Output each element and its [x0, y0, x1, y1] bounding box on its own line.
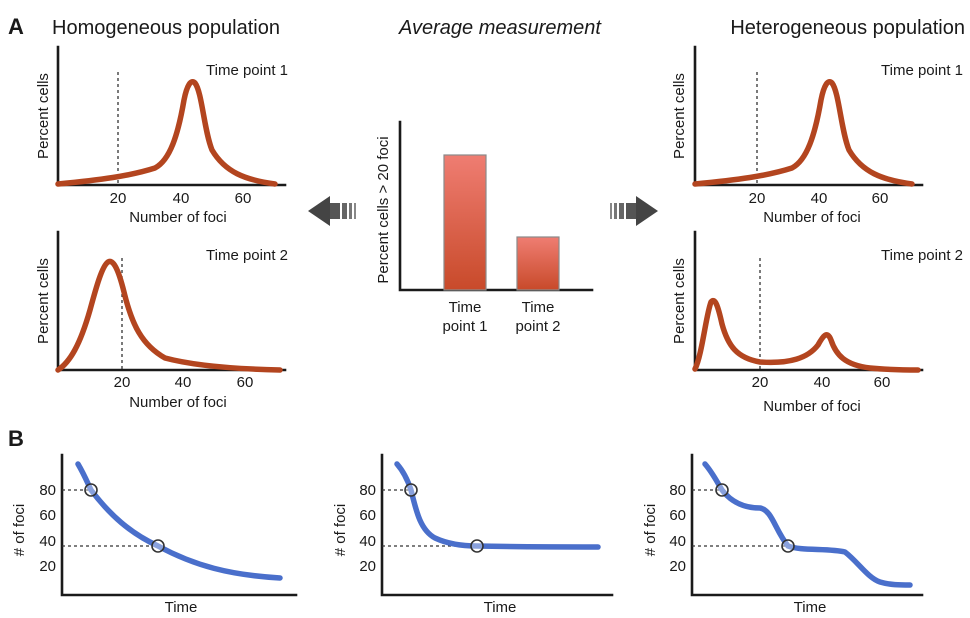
right-arrow-icon: [610, 196, 658, 226]
y-axis-label: Percent cells: [35, 258, 52, 344]
y-tick: 80: [359, 482, 376, 499]
y-axis-label: Percent cells: [671, 258, 688, 344]
y-tick: 40: [39, 533, 56, 550]
x-axis-label: Number of foci: [129, 209, 227, 226]
y-tick: 60: [669, 507, 686, 524]
dist-plot-het-tp1: Time point 1 Percent cells 20 40 60 Numb…: [671, 45, 963, 226]
foci-curve: [75, 461, 283, 581]
time-plot-1: 80 60 40 20 # of foci Time: [11, 453, 298, 616]
x-tick: 40: [175, 374, 192, 391]
y-axis-label: Percent cells: [35, 73, 52, 159]
x-axis-label: Time: [165, 599, 198, 616]
marker: [715, 483, 729, 497]
homogeneous-title: Homogeneous population: [52, 17, 280, 39]
marker: [404, 483, 418, 497]
y-axis-label: Percent cells > 20 foci: [375, 136, 392, 283]
bar-label: point 2: [515, 318, 560, 335]
heterogeneous-title: Heterogeneous population: [730, 17, 965, 39]
dist-plot-hom-tp1: Time point 1 Percent cells 20 40 60 Numb…: [35, 45, 288, 226]
axes: [398, 120, 594, 292]
x-tick: 20: [114, 374, 131, 391]
x-tick: 20: [749, 190, 766, 207]
axes: [380, 453, 614, 597]
x-tick: 60: [235, 190, 252, 207]
x-tick: 20: [110, 190, 127, 207]
bar-time-point-1: [443, 154, 487, 291]
average-bar-chart: Percent cells > 20 foci Time point 1 Tim…: [375, 120, 594, 335]
y-tick: 80: [669, 482, 686, 499]
foci-curve: [394, 461, 601, 550]
x-tick: 20: [752, 374, 769, 391]
distribution-curve: [55, 79, 278, 187]
bar-time-point-2: [516, 236, 560, 291]
distribution-curve: [55, 258, 283, 373]
x-tick: 60: [874, 374, 891, 391]
time-plot-2: 80 60 40 20 # of foci Time: [332, 453, 614, 616]
y-tick: 20: [39, 558, 56, 575]
distribution-curve: [692, 79, 915, 187]
panel-a-label: A: [8, 14, 24, 39]
panel-b-label: B: [8, 426, 24, 451]
y-tick: 60: [359, 507, 376, 524]
time-point-title: Time point 2: [881, 247, 963, 264]
time-point-title: Time point 1: [206, 62, 288, 79]
x-axis-label: Number of foci: [129, 394, 227, 411]
dist-plot-het-tp2: Time point 2 Percent cells 20 40 60 Numb…: [671, 230, 963, 415]
x-tick: 40: [811, 190, 828, 207]
foci-curve: [702, 461, 913, 588]
x-tick: 40: [814, 374, 831, 391]
x-axis-label: Time: [794, 599, 827, 616]
axes: [690, 453, 924, 597]
y-tick: 40: [359, 533, 376, 550]
y-tick: 80: [39, 482, 56, 499]
time-point-title: Time point 2: [206, 247, 288, 264]
y-tick: 60: [39, 507, 56, 524]
y-axis-label: # of foci: [332, 504, 349, 557]
x-tick: 60: [237, 374, 254, 391]
marker: [470, 539, 484, 553]
average-measurement-title: Average measurement: [398, 17, 602, 39]
y-axis-label: # of foci: [11, 504, 28, 557]
x-axis-label: Time: [484, 599, 517, 616]
marker: [84, 483, 98, 497]
x-axis-label: Number of foci: [763, 209, 861, 226]
dist-plot-hom-tp2: Time point 2 Percent cells 20 40 60 Numb…: [35, 230, 288, 411]
x-axis-label: Number of foci: [763, 398, 861, 415]
x-tick: 40: [173, 190, 190, 207]
time-point-title: Time point 1: [881, 62, 963, 79]
bar-label: Time: [522, 299, 555, 316]
bar-label: point 1: [442, 318, 487, 335]
marker: [781, 539, 795, 553]
y-tick: 40: [669, 533, 686, 550]
left-arrow-icon: [308, 196, 356, 226]
x-tick: 60: [872, 190, 889, 207]
y-axis-label: Percent cells: [671, 73, 688, 159]
distribution-curve: [692, 298, 921, 373]
y-axis-label: # of foci: [642, 504, 659, 557]
marker: [151, 539, 165, 553]
y-tick: 20: [359, 558, 376, 575]
bar-label: Time: [449, 299, 482, 316]
y-tick: 20: [669, 558, 686, 575]
time-plot-3: 80 60 40 20 # of foci Time: [642, 453, 924, 616]
axes: [60, 453, 298, 597]
